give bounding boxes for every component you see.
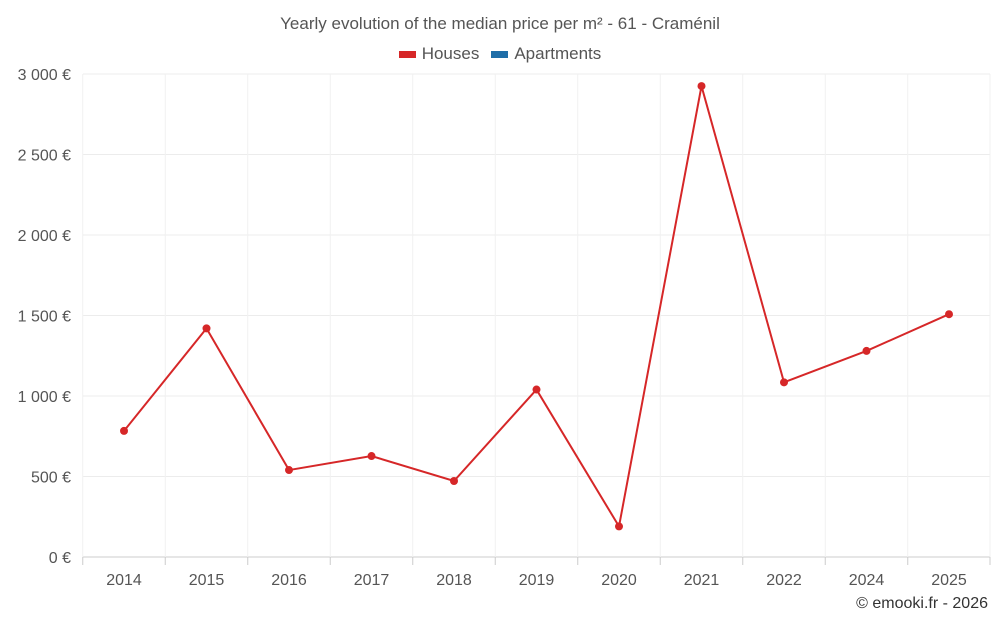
data-point: [532, 385, 541, 394]
chart-title: Yearly evolution of the median price per…: [280, 14, 720, 33]
data-point: [945, 310, 953, 319]
legend: Houses Apartments: [0, 44, 1000, 64]
x-tick-label: 2025: [931, 572, 967, 589]
data-point: [120, 426, 128, 435]
x-tick-label: 2021: [684, 572, 720, 589]
y-tick-label: 500 €: [31, 470, 71, 487]
x-tick-label: 2015: [189, 572, 225, 589]
x-tick-label: 2017: [354, 572, 390, 589]
x-tick-label: 2024: [849, 572, 885, 589]
x-tick-label: 2022: [766, 572, 802, 589]
data-point: [615, 522, 623, 531]
legend-label-houses: Houses: [421, 44, 480, 63]
y-tick-label: 2 500 €: [18, 148, 71, 165]
x-tick-label: 2016: [271, 572, 307, 589]
legend-swatch-houses: [398, 50, 416, 58]
data-point: [367, 452, 376, 461]
data-point: [450, 477, 458, 486]
legend-item-apartments[interactable]: Apartments: [491, 44, 601, 64]
data-point: [780, 378, 788, 387]
x-tick-label: 2020: [601, 572, 637, 589]
data-point: [202, 324, 211, 333]
legend-swatch-apartments: [491, 50, 509, 58]
legend-label-apartments: Apartments: [514, 44, 602, 63]
data-point: [697, 82, 706, 91]
data-point: [862, 346, 871, 355]
data-point: [285, 466, 293, 475]
y-tick-label: 1 500 €: [18, 309, 71, 326]
x-tick-label: 2018: [436, 572, 472, 589]
y-tick-label: 3 000 €: [18, 67, 71, 84]
legend-item-houses[interactable]: Houses: [398, 44, 480, 64]
x-tick-label: 2014: [106, 572, 142, 589]
y-tick-label: 1 000 €: [18, 389, 71, 406]
x-tick-label: 2019: [519, 572, 555, 589]
y-tick-label: 2 000 €: [18, 228, 71, 245]
credit-text: © emooki.fr - 2026: [856, 595, 988, 612]
y-tick-label: 0 €: [49, 550, 71, 567]
